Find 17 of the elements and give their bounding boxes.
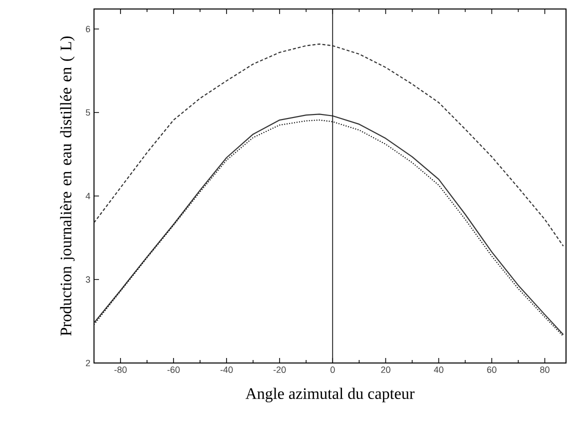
x-tick-label: -60: [167, 366, 180, 373]
x-tick-label: -80: [114, 366, 127, 373]
x-tick-label: 40: [434, 366, 444, 373]
line-series: [94, 44, 564, 247]
x-tick-label: 60: [487, 366, 496, 373]
x-tick-label: 0: [330, 366, 335, 373]
y-tick-label: 4: [86, 192, 90, 200]
y-tick-label: 3: [86, 276, 90, 283]
x-tick-label: -40: [220, 366, 233, 373]
x-axis-title: Angle azimutal du capteur: [246, 388, 415, 402]
y-tick-label: 5: [86, 109, 90, 116]
x-tick-label: 80: [540, 366, 550, 373]
y-tick-label: 6: [86, 26, 90, 32]
x-tick-label: 20: [381, 366, 390, 373]
x-tick-label: -20: [274, 366, 286, 373]
y-tick-label: 2: [86, 360, 90, 366]
y-axis-title: Production journalière en eau distillée en ( L): [60, 36, 75, 336]
